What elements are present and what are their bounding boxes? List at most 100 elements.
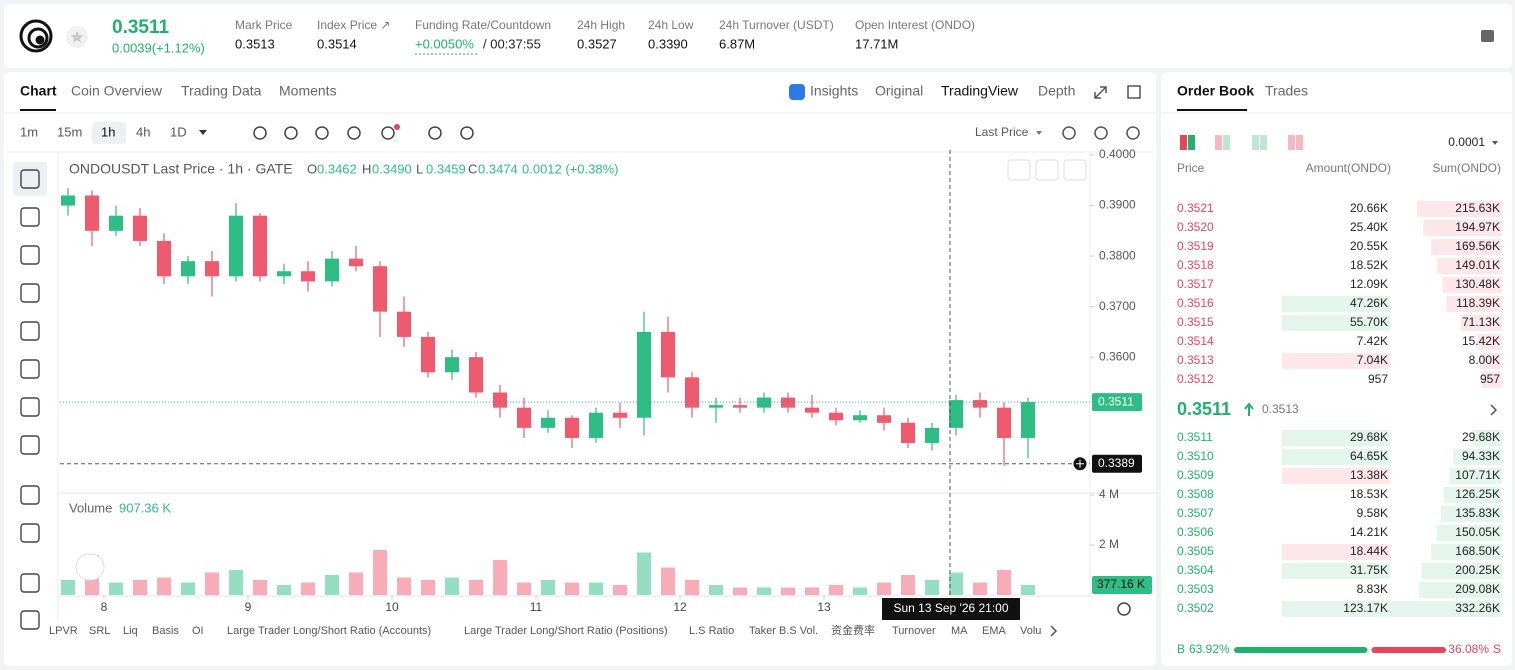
indicator[interactable]: Large Trader Long/Short Ratio (Accounts) [227,625,431,637]
drawing-tool[interactable] [20,573,40,593]
layout-icon[interactable] [1288,135,1295,150]
interval[interactable]: 1h [101,124,115,139]
drawing-tool[interactable] [20,523,40,543]
ob-price[interactable]: 0.3517 [1177,277,1214,291]
chart-tab[interactable]: Trading Data [181,83,262,99]
depth-bar [1430,239,1502,255]
indicator[interactable]: OI [192,625,204,637]
pane-button[interactable] [1063,159,1087,181]
ob-price[interactable]: 0.3508 [1177,487,1214,501]
ob-price[interactable]: 0.3511 [1177,430,1213,444]
interval[interactable]: 4h [136,124,150,139]
window-icon[interactable] [1127,85,1141,99]
depth-bar [1423,220,1502,236]
ob-price[interactable]: 0.3518 [1177,258,1214,272]
layout-icon[interactable] [1188,135,1195,150]
drawing-tool[interactable] [20,283,40,303]
indicator[interactable]: Taker B.S Vol. [749,625,818,637]
ob-tab[interactable]: Order Book [1177,83,1254,99]
price-type[interactable]: Last Price [975,125,1029,139]
indicator[interactable]: Liq [123,625,138,637]
toolbar-icon[interactable] [460,126,474,140]
toolbar-icon[interactable] [347,126,361,140]
interval[interactable]: 1D [170,124,187,139]
toolbar-icon[interactable] [381,126,395,140]
toolbar-icon[interactable] [428,126,442,140]
pane-button[interactable] [1035,159,1059,181]
ob-price[interactable]: 0.3519 [1177,239,1214,253]
ob-price[interactable]: 0.3502 [1177,601,1214,615]
indicator[interactable]: LPVR [49,625,78,637]
drawing-tool[interactable] [20,435,40,455]
ob-price[interactable]: 0.3506 [1177,525,1214,539]
ob-price[interactable]: 0.3509 [1177,468,1214,482]
expand-icon[interactable] [1094,86,1107,99]
ob-price[interactable]: 0.3515 [1177,315,1214,329]
drawing-tool[interactable] [20,245,40,265]
ob-price[interactable]: 0.3520 [1177,220,1214,234]
chart-tab[interactable]: Chart [20,83,57,99]
ob-price[interactable]: 0.3507 [1177,506,1214,520]
drawing-tool[interactable] [20,169,40,189]
volume-bar [949,572,964,595]
volume-bar [997,570,1012,595]
indicator[interactable]: Large Trader Long/Short Ratio (Positions… [464,625,668,637]
toolbar-icon[interactable] [253,126,267,140]
settings-icon[interactable] [1117,602,1131,616]
layout-icon[interactable] [1252,135,1259,150]
indicator[interactable]: MA [951,625,968,637]
ob-amount: 31.75K [1350,563,1388,577]
indicator[interactable]: Turnover [892,625,936,637]
volume-bar [252,580,267,595]
more-arrow[interactable] [1050,625,1058,637]
stat-value: 0.3514 [317,36,357,51]
chart-tab[interactable]: Coin Overview [71,83,163,99]
indicator[interactable]: Basis [152,625,179,637]
ob-price[interactable]: 0.3504 [1177,563,1214,577]
view-tab[interactable]: Original [875,83,923,99]
ob-price[interactable]: 0.3503 [1177,582,1214,596]
layout-icon[interactable] [1180,135,1187,150]
indicator[interactable]: 资金费率 [831,623,875,637]
layout-icon[interactable] [1260,135,1267,150]
ob-price[interactable]: 0.3521 [1177,201,1214,215]
drawing-tool[interactable] [20,485,40,505]
ob-price[interactable]: 0.3505 [1177,544,1214,558]
depth-bar [1421,563,1502,579]
layout-icon[interactable] [1296,135,1303,150]
view-tab[interactable]: Depth [1038,83,1075,99]
layout-icon[interactable] [1223,135,1230,150]
toolbar-icon[interactable] [284,126,298,140]
ob-price[interactable]: 0.3512 [1177,372,1214,386]
header-icon[interactable] [1481,30,1494,42]
toolbar-icon[interactable] [1126,126,1140,140]
view-tab[interactable]: Insights [810,83,858,99]
indicator[interactable]: L.S Ratio [689,625,734,637]
indicator[interactable]: Volu [1020,625,1041,637]
toolbar-icon[interactable] [315,126,329,140]
chart-tab[interactable]: Moments [279,83,337,99]
ob-price[interactable]: 0.3514 [1177,334,1214,348]
logo[interactable] [19,19,53,53]
indicator[interactable]: SRL [89,625,110,637]
ob-price[interactable]: 0.3516 [1177,296,1214,310]
layout-icon[interactable] [1215,135,1222,150]
interval[interactable]: 15m [57,124,82,139]
drawing-tool[interactable] [20,397,40,417]
indicator[interactable]: EMA [982,625,1007,637]
precision[interactable]: 0.0001 [1448,135,1485,149]
ai-icon [789,84,805,100]
drawing-tool[interactable] [20,321,40,341]
ob-price[interactable]: 0.3513 [1177,353,1214,367]
drawing-tool[interactable] [20,610,40,630]
interval[interactable]: 1m [20,124,38,139]
ob-price[interactable]: 0.3510 [1177,449,1214,463]
ob-tab[interactable]: Trades [1265,83,1308,99]
view-tab[interactable]: TradingView [941,83,1019,99]
pane-button[interactable] [1007,159,1031,181]
chevron[interactable] [1490,404,1498,416]
drawing-tool[interactable] [20,359,40,379]
drawing-tool[interactable] [20,207,40,227]
toolbar-icon[interactable] [1062,126,1076,140]
toolbar-icon[interactable] [1094,126,1108,140]
